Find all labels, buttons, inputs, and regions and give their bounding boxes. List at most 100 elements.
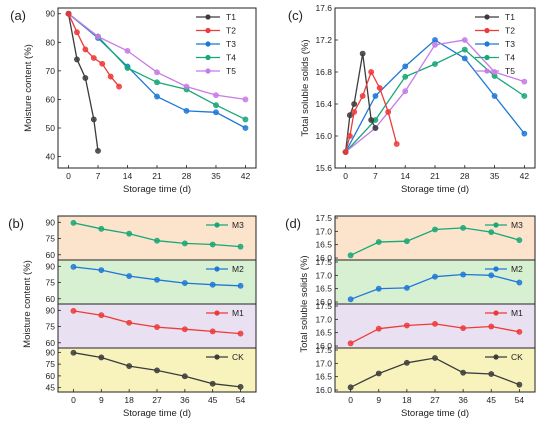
data-point-T1 (95, 147, 101, 154)
y-tick-label: 16.0 (315, 131, 332, 141)
data-point-T4 (154, 79, 160, 86)
data-point-T5 (242, 96, 249, 103)
data-point-M2 (209, 281, 216, 288)
data-point-M2 (516, 279, 523, 286)
data-point-T3 (402, 63, 409, 70)
y-tick-label: 16.8 (315, 67, 332, 77)
x-tick-label: 0 (66, 171, 71, 181)
data-point-T2 (368, 69, 375, 75)
strip-M3: 60 75 90 M3 (46, 215, 257, 261)
x-tick-label: 18 (124, 395, 134, 405)
strip-background (334, 259, 536, 305)
data-point-T1 (90, 116, 97, 123)
y-tick-label: 60 (46, 250, 56, 260)
x-tick-label: 35 (490, 171, 500, 181)
legend-marker-T2 (484, 27, 490, 34)
strip-M2: 60 75 90 M2 (46, 259, 257, 305)
data-point-M1 (432, 320, 438, 327)
legend-marker-M2 (214, 266, 220, 272)
x-tick-label: 14 (400, 171, 410, 181)
legend-marker-M1 (493, 310, 499, 316)
legend: T1 T2 T3 T4 T5 (475, 12, 515, 76)
data-point-T3 (183, 107, 190, 114)
panel-label: (a) (10, 8, 26, 23)
data-point-M2 (403, 284, 410, 291)
data-point-M3 (70, 219, 77, 226)
data-point-M1 (375, 325, 382, 332)
legend-entry-T2: T2 (505, 26, 515, 36)
data-point-T2 (99, 60, 106, 67)
strip-CK: 16.0 16.5 17.0 17.5 CK (315, 345, 536, 395)
x-tick-label: 9 (99, 395, 104, 405)
data-point-T1 (368, 117, 375, 123)
data-point-M3 (209, 241, 216, 248)
data-point-T2 (90, 55, 97, 61)
data-point-CK (237, 383, 244, 390)
x-axis-label: Storage time (d) (123, 184, 191, 195)
legend-marker-CK (214, 354, 220, 360)
y-tick-label: 45 (46, 383, 56, 393)
legend-entry-T5: T5 (505, 66, 515, 76)
legend-entry-T5: T5 (226, 66, 236, 76)
legend-entry-T1: T1 (226, 12, 236, 22)
y-tick-label: 15.6 (315, 163, 332, 173)
y-tick-label: 60 (46, 94, 56, 104)
legend-marker-T3 (205, 41, 211, 47)
y-tick-label: 90 (46, 217, 56, 227)
data-point-M3 (516, 237, 523, 244)
x-tick-label: 27 (430, 395, 440, 405)
y-tick-label: 16.5 (315, 328, 332, 338)
legend-marker-M1 (214, 310, 220, 316)
data-point-T1 (74, 56, 80, 63)
legend-marker-M3 (493, 222, 499, 228)
data-point-T4 (521, 93, 528, 99)
plot-frame (334, 7, 536, 169)
data-point-T2 (351, 109, 358, 115)
x-tick-label: 18 (402, 395, 412, 405)
data-point-M1 (237, 330, 244, 337)
y-axis-label: Moisture content (%) (22, 260, 33, 348)
data-point-M3 (154, 237, 160, 244)
strip-background (334, 347, 536, 393)
data-point-T2 (359, 93, 366, 99)
data-point-T2 (107, 73, 114, 80)
data-point-T5 (521, 78, 528, 85)
data-point-T4 (124, 65, 131, 71)
y-tick-label: 16.5 (315, 284, 332, 294)
plot-frame (57, 7, 257, 169)
x-tick-label: 45 (487, 395, 497, 405)
data-point-M3 (237, 243, 244, 250)
legend-marker-CK (493, 354, 499, 360)
data-point-M2 (154, 276, 160, 283)
data-point-M2 (460, 271, 467, 278)
y-axis-label: Total soluble solids (%) (299, 255, 310, 352)
data-point-T4 (242, 116, 249, 123)
data-point-T1 (82, 75, 89, 81)
data-point-M1 (347, 340, 354, 347)
legend-entry-M1: M1 (232, 308, 244, 318)
strip-M1: 16.0 16.5 17.0 17.5 M1 (315, 301, 536, 351)
data-point-T1 (346, 112, 353, 119)
data-point-M2 (237, 282, 244, 289)
data-point-T4 (213, 102, 219, 109)
panel-label: (b) (8, 216, 24, 231)
y-tick-label: 17.5 (315, 257, 332, 267)
data-point-M3 (98, 225, 105, 232)
data-point-T2 (393, 141, 400, 147)
x-tick-label: 21 (152, 171, 162, 181)
data-point-M2 (432, 273, 438, 280)
y-tick-label: 17.5 (315, 301, 332, 311)
data-point-M3 (403, 238, 410, 245)
x-axis-label: Storage time (d) (401, 408, 469, 419)
series-line-T2 (344, 70, 398, 153)
y-tick-label: 60 (46, 294, 56, 304)
y-tick-label: 16.0 (315, 341, 332, 351)
data-point-CK (488, 371, 495, 377)
x-tick-label: 54 (236, 395, 246, 405)
data-point-T2 (116, 83, 122, 90)
legend-entry-M2: M2 (232, 264, 244, 274)
strip-M1: 60 75 90 M1 (46, 303, 257, 349)
legend-entry-CK: CK (511, 352, 523, 362)
data-point-M1 (154, 324, 160, 330)
